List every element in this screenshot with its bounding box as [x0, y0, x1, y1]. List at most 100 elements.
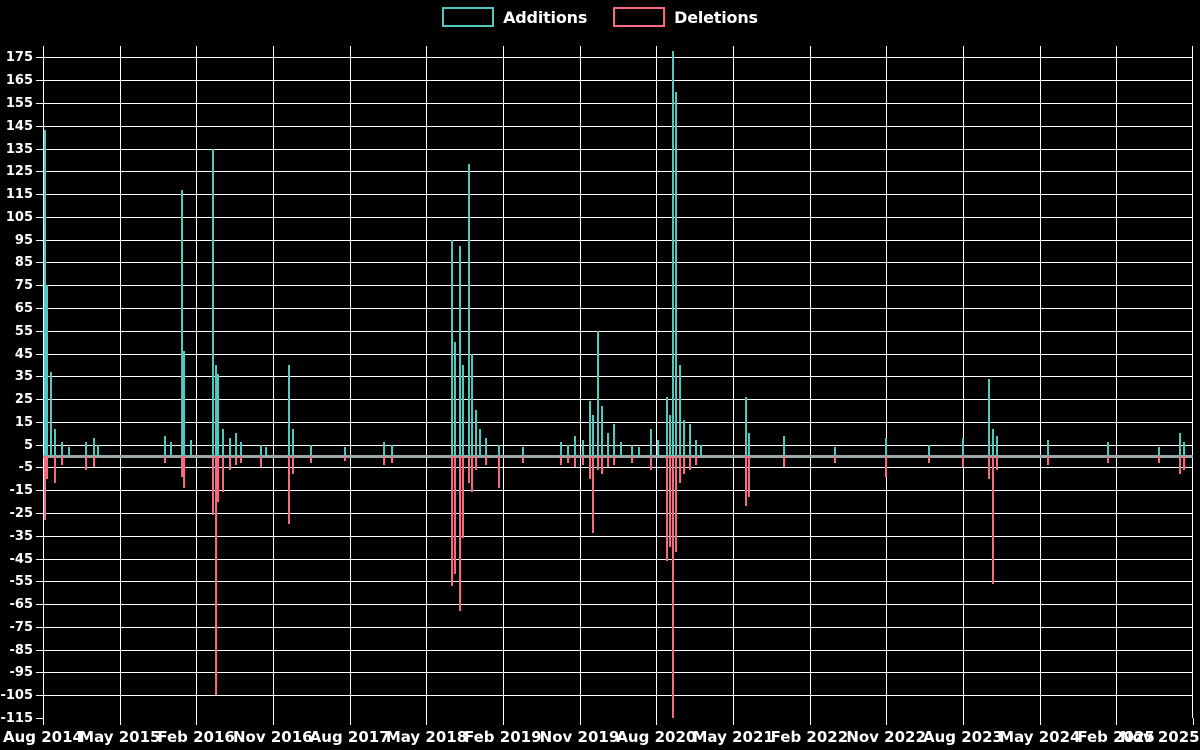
bar-deletion — [183, 456, 186, 488]
bar-addition — [592, 415, 595, 457]
bar-deletion — [996, 456, 999, 470]
x-tick-label: Feb 2022 — [770, 728, 849, 746]
y-tick-label: 65 — [14, 300, 33, 316]
y-tick-label: -75 — [9, 619, 34, 635]
bar-addition — [190, 440, 193, 457]
bar-deletion — [987, 456, 990, 479]
bar-deletion — [682, 456, 685, 475]
x-tick-label: May 2021 — [692, 728, 774, 746]
legend-item-additions[interactable]: Additions — [442, 7, 587, 27]
x-gridline — [1192, 46, 1193, 718]
bar-addition — [163, 435, 166, 457]
y-tick-label: 135 — [5, 141, 33, 157]
x-tick-label: Aug 2023 — [923, 728, 1003, 746]
bar-addition — [1183, 442, 1186, 457]
x-tick-mark — [196, 718, 198, 725]
bar-addition — [672, 50, 675, 457]
bar-addition — [748, 433, 751, 457]
y-tick-label: -15 — [9, 483, 34, 499]
bar-deletion — [962, 456, 964, 468]
bar-addition — [53, 428, 56, 457]
y-tick-mark — [36, 194, 43, 196]
y-tick-label: -5 — [18, 460, 33, 476]
y-tick-mark — [36, 581, 43, 583]
bar-addition — [574, 435, 577, 457]
bar-addition — [96, 444, 99, 457]
bar-addition — [619, 442, 622, 457]
x-gridline — [1116, 46, 1118, 718]
legend-item-deletions[interactable]: Deletions — [613, 7, 758, 27]
bar-deletion — [467, 456, 470, 484]
bar-addition — [638, 446, 641, 457]
bar-addition — [996, 435, 999, 457]
bar-deletion — [612, 456, 615, 466]
x-tick-mark — [1116, 718, 1118, 725]
x-tick-mark — [963, 718, 964, 725]
y-gridline — [43, 444, 1193, 446]
y-gridline — [43, 399, 1193, 401]
y-tick-mark — [36, 171, 43, 173]
bar-addition — [987, 378, 990, 457]
x-tick-label: Nov 2025 — [1120, 728, 1200, 746]
y-gridline — [43, 125, 1193, 127]
bar-deletion — [471, 456, 474, 493]
bar-addition — [1047, 440, 1050, 457]
bar-deletion — [668, 456, 671, 548]
x-gridline — [579, 46, 581, 718]
bar-addition — [60, 442, 63, 457]
bar-deletion — [450, 456, 453, 586]
y-tick-mark — [36, 57, 43, 59]
bar-deletion — [688, 456, 691, 470]
x-tick-mark — [656, 718, 658, 725]
y-gridline — [43, 695, 1193, 697]
bar-addition — [221, 428, 224, 457]
y-gridline — [43, 102, 1193, 104]
legend-swatch-additions-icon — [442, 7, 495, 27]
y-tick-mark — [36, 649, 43, 651]
x-tick-mark — [1039, 718, 1041, 725]
bar-deletion — [991, 456, 994, 584]
x-tick-label: Aug 2020 — [616, 728, 697, 746]
bar-deletion — [180, 456, 183, 477]
bar-deletion — [600, 456, 603, 475]
bar-addition — [682, 419, 685, 457]
bar-addition — [228, 437, 231, 457]
x-tick-mark — [809, 718, 811, 725]
bar-deletion — [1179, 456, 1182, 475]
bar-deletion — [344, 456, 347, 461]
bar-deletion — [1047, 456, 1050, 466]
y-tick-label: 155 — [5, 95, 33, 111]
y-gridline — [43, 330, 1193, 332]
x-tick-mark — [886, 718, 888, 725]
x-tick-label: Aug 2014 — [3, 728, 83, 746]
bar-deletion — [1157, 456, 1160, 463]
y-tick-mark — [36, 558, 43, 560]
y-tick-label: 75 — [14, 278, 33, 294]
x-tick-mark — [503, 718, 504, 725]
y-tick-label: -85 — [9, 642, 34, 658]
bar-deletion — [53, 456, 56, 484]
bar-addition — [566, 444, 569, 457]
bar-addition — [694, 440, 697, 457]
bar-addition — [85, 442, 88, 457]
bar-deletion — [834, 456, 837, 463]
bar-deletion — [783, 456, 786, 468]
bar-addition — [1179, 433, 1182, 457]
bar-addition — [461, 364, 464, 457]
y-tick-mark — [36, 718, 43, 719]
y-gridline — [43, 512, 1193, 514]
bar-deletion — [217, 456, 220, 502]
bar-addition — [484, 437, 487, 457]
bar-deletion — [1106, 456, 1109, 463]
chart-legend: Additions Deletions — [0, 0, 1200, 34]
x-tick-label: Feb 2025 — [1077, 728, 1155, 746]
bar-deletion — [60, 456, 63, 466]
y-tick-label: 125 — [5, 164, 33, 180]
y-tick-label: 165 — [5, 73, 33, 89]
bar-addition — [521, 446, 524, 457]
bar-addition — [650, 428, 653, 457]
x-gridline — [963, 46, 964, 718]
bar-addition — [597, 330, 600, 457]
x-gridline — [733, 46, 734, 718]
